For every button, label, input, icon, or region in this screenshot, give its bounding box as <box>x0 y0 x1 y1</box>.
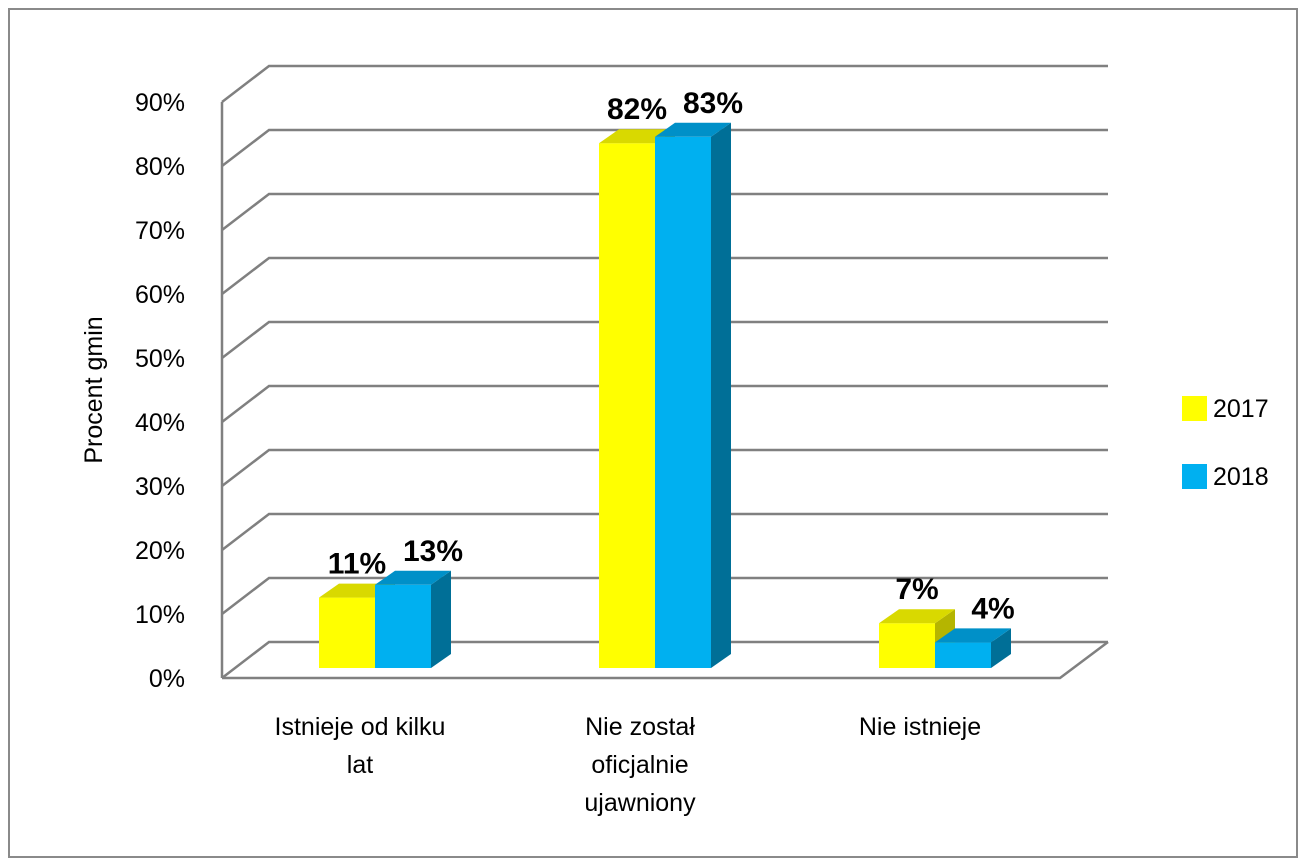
gridline <box>221 320 1108 359</box>
x-category-label: oficjalnie <box>591 751 688 779</box>
y-tick-label: 20% <box>135 537 185 565</box>
gridline <box>221 192 1108 231</box>
x-category-label: Nie został <box>585 713 695 741</box>
data-label: 82% <box>607 93 667 126</box>
bar-side-2018 <box>431 570 451 668</box>
bar-top-2018 <box>655 122 731 137</box>
gridline <box>221 128 1108 167</box>
x-category-label: Nie istnieje <box>859 713 981 741</box>
bar-top-2018 <box>375 570 451 585</box>
bar-2017 <box>599 143 655 668</box>
legend-swatch-2017 <box>1182 396 1207 421</box>
bar-side-2018 <box>711 122 731 669</box>
legend-swatch-2018 <box>1182 464 1207 489</box>
gridline <box>221 448 1108 487</box>
y-tick-label: 50% <box>135 345 185 373</box>
data-label: 7% <box>895 573 938 606</box>
data-label: 13% <box>403 535 463 568</box>
legend-label-2018: 2018 <box>1213 463 1269 491</box>
y-tick-label: 70% <box>135 217 185 245</box>
y-tick-label: 90% <box>135 89 185 117</box>
y-tick-label: 60% <box>135 281 185 309</box>
data-label: 11% <box>328 548 386 581</box>
bar-side-2018 <box>991 628 1011 668</box>
y-tick-label: 80% <box>135 153 185 181</box>
gridline <box>221 256 1108 295</box>
bar-2017 <box>879 623 935 668</box>
gridline <box>221 640 1108 679</box>
data-label: 83% <box>683 87 743 120</box>
y-tick-label: 0% <box>149 665 185 693</box>
bar-top-2018 <box>935 628 1011 643</box>
gridline <box>221 64 1108 103</box>
y-tick-label: 40% <box>135 409 185 437</box>
y-axis-title: Procent gmin <box>80 316 108 463</box>
x-category-label: lat <box>347 751 373 779</box>
bar-2018 <box>375 584 431 668</box>
y-tick-label: 30% <box>135 473 185 501</box>
y-tick-label: 10% <box>135 601 185 629</box>
bar-top-2017 <box>879 609 955 624</box>
gridline <box>221 384 1108 423</box>
x-category-label: Istnieje od kilku <box>275 713 446 741</box>
bar-2017 <box>319 597 375 668</box>
bar-2018 <box>935 642 991 668</box>
x-axis-line <box>222 641 1109 680</box>
gridline <box>221 512 1108 551</box>
bar-2018 <box>655 136 711 669</box>
x-category-label: ujawniony <box>584 789 696 817</box>
legend-label-2017: 2017 <box>1213 395 1269 423</box>
data-label: 4% <box>971 592 1014 625</box>
gridline <box>221 576 1108 615</box>
